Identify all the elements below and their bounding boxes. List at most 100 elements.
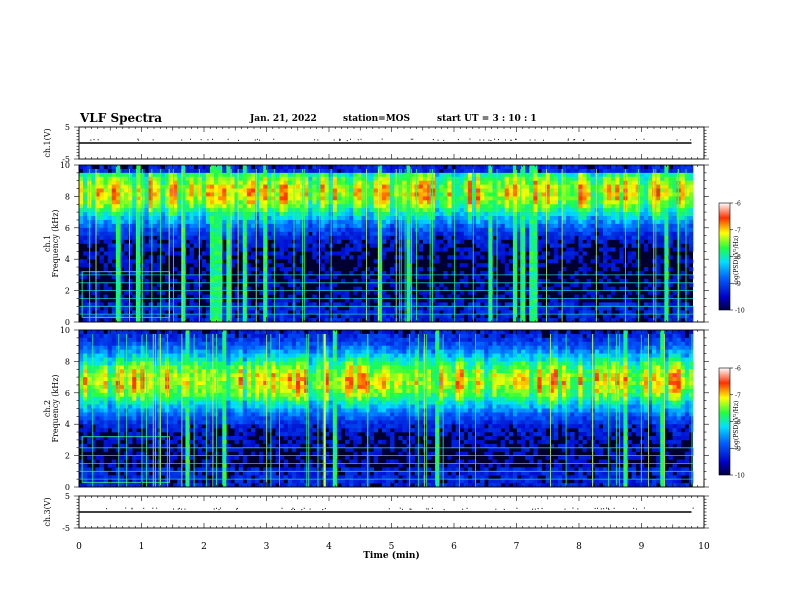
- spectrogram-cell: [664, 314, 669, 319]
- spectrogram-cell: [312, 184, 317, 189]
- spectrogram-cell: [533, 172, 538, 178]
- spectrogram-cell: [418, 247, 424, 252]
- spectrogram-cell: [467, 318, 473, 323]
- spectrogram-cell: [357, 255, 362, 260]
- spectrogram-cell: [218, 290, 223, 295]
- spectrogram-cell: [246, 208, 252, 213]
- spectrogram-cell: [422, 180, 428, 185]
- spectrogram-cell: [410, 204, 415, 209]
- spectrogram-cell: [177, 176, 182, 181]
- spectrogram-cell: [316, 192, 321, 197]
- spectrogram-cell: [111, 274, 117, 280]
- spectrogram-cell: [443, 318, 448, 323]
- spectrogram-cell: [95, 471, 100, 476]
- spectrogram-cell: [549, 172, 555, 178]
- spectrogram-cell: [664, 282, 669, 287]
- spectrogram-cell: [545, 278, 551, 284]
- spectrogram-cell: [238, 212, 244, 217]
- spectrogram-cell: [361, 212, 366, 217]
- spectrogram-cell: [664, 310, 669, 315]
- spectrogram-cell: [533, 251, 538, 256]
- spectrogram-cell: [664, 200, 669, 205]
- spectrogram-cell: [525, 204, 530, 209]
- spectrogram-cell: [263, 172, 268, 178]
- spectrogram-cell: [611, 318, 616, 323]
- spectrogram-cell: [115, 314, 121, 319]
- spectrogram-cell: [521, 176, 526, 181]
- spectrogram-cell: [418, 216, 424, 221]
- spectrogram-cell: [222, 306, 227, 311]
- spectrogram-cell: [124, 184, 129, 189]
- spectrogram-cell: [570, 239, 575, 244]
- spectrogram-cell: [418, 168, 424, 174]
- spectrogram-cell: [279, 267, 284, 272]
- spectrogram-cell: [324, 259, 329, 264]
- spectrogram-cell: [173, 216, 178, 221]
- spectrogram-cell: [521, 259, 526, 264]
- waveform-dot: [254, 139, 256, 141]
- spectrogram-cell: [107, 365, 113, 370]
- spectrogram-cell: [361, 235, 366, 240]
- spectrogram-cell: [111, 483, 117, 488]
- spectrogram-cell: [521, 196, 526, 201]
- spectrogram-cell: [521, 231, 526, 236]
- spectrogram-cell: [500, 168, 505, 174]
- spectrogram-cell: [443, 192, 448, 197]
- spectrogram-cell: [275, 216, 280, 221]
- spectrogram-cell: [463, 192, 469, 197]
- spectrogram-cell: [111, 302, 117, 307]
- spectrogram-cell: [488, 290, 493, 295]
- spectrogram-cell: [246, 302, 252, 307]
- spectrogram-cell: [471, 165, 477, 170]
- spectrogram-cell: [173, 267, 178, 272]
- spectrogram-cell: [324, 188, 329, 193]
- spectrogram-cell: [193, 223, 198, 229]
- spectrogram-cell: [128, 302, 133, 307]
- spectrogram-cell: [611, 227, 616, 233]
- spectrogram-cell: [476, 188, 481, 193]
- spectrogram-cell: [345, 165, 350, 170]
- spectrogram-cell: [201, 172, 207, 178]
- spectrogram-cell: [164, 216, 170, 221]
- spectrogram-cell: [246, 243, 252, 248]
- spectrogram-cell: [148, 200, 153, 205]
- spectrogram-cell: [209, 286, 215, 291]
- spectrogram-cell: [353, 200, 358, 205]
- spectrogram-cell: [181, 243, 186, 248]
- spectrogram-cell: [287, 165, 293, 170]
- spectrogram-cell: [103, 208, 108, 213]
- spectrogram-cell: [87, 447, 92, 452]
- spectrogram-cell: [381, 235, 387, 240]
- spectrogram-cell: [201, 294, 207, 299]
- spectrogram-cell: [95, 381, 100, 386]
- spectrogram-cell: [578, 306, 583, 311]
- spectrogram-cell: [386, 310, 391, 315]
- spectrogram-cell: [271, 196, 276, 201]
- spectrogram-cell: [336, 290, 342, 295]
- spectrogram-cell: [349, 235, 354, 240]
- spectrogram-cell: [386, 219, 391, 225]
- spectrogram-cell: [504, 243, 510, 248]
- spectrogram-cell: [369, 270, 375, 276]
- spectrogram-cell: [79, 365, 84, 370]
- spectrogram-cell: [496, 180, 501, 185]
- spectrogram-cell: [504, 318, 510, 323]
- spectrogram-cell: [688, 168, 694, 174]
- spectrogram-cell: [103, 447, 108, 452]
- spectrogram-cell: [246, 227, 252, 233]
- spectrogram-cell: [259, 208, 264, 213]
- spectrogram-cell: [316, 200, 321, 205]
- spectrogram-cell: [246, 310, 252, 315]
- spectrogram-cell: [152, 286, 158, 291]
- spectrogram-cell: [164, 168, 170, 174]
- spectrogram-cell: [205, 188, 211, 193]
- spectrogram-cell: [345, 180, 350, 185]
- spectrogram-cell: [91, 302, 96, 307]
- spectrogram-cell: [304, 302, 309, 307]
- spectrogram-cell: [222, 314, 227, 319]
- spectrogram-cell: [148, 204, 153, 209]
- spectrogram-cell: [455, 302, 460, 307]
- spectrogram-cell: [283, 212, 289, 217]
- spectrogram-cell: [492, 251, 497, 256]
- spectrogram-cell: [169, 231, 174, 236]
